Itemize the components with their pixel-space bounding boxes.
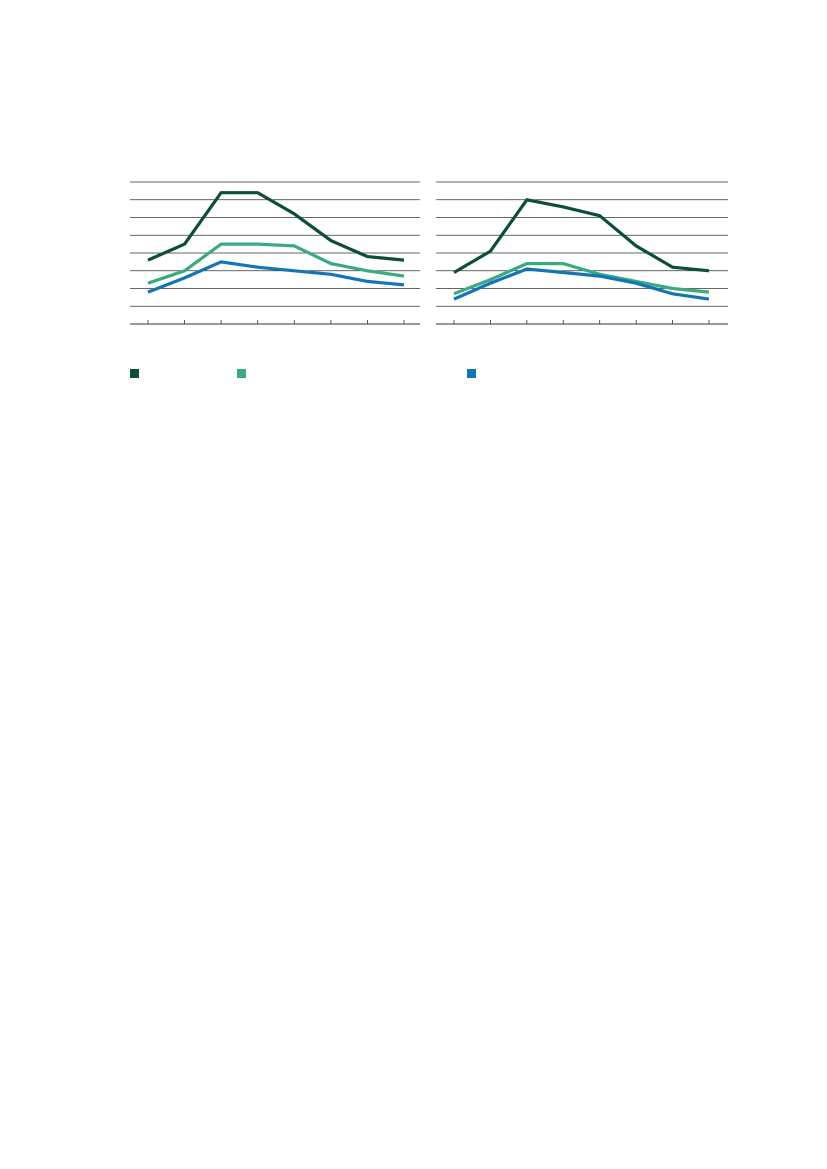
legend-swatch-1 <box>130 369 139 378</box>
legend-item-2 <box>237 369 252 378</box>
legend-swatch-2 <box>237 369 246 378</box>
series-line-3 <box>147 260 405 294</box>
line-charts <box>130 181 728 325</box>
legend-swatch-3 <box>467 369 476 378</box>
legend <box>0 369 827 383</box>
legend-item-1 <box>130 369 145 378</box>
series-line-1 <box>147 191 405 262</box>
left-panel <box>130 181 420 325</box>
series-line-1 <box>453 198 710 274</box>
series-line-2 <box>147 242 405 285</box>
series-line-3 <box>453 267 710 301</box>
legend-item-3 <box>467 369 482 378</box>
right-panel <box>436 181 728 325</box>
series-line-2 <box>453 262 710 296</box>
